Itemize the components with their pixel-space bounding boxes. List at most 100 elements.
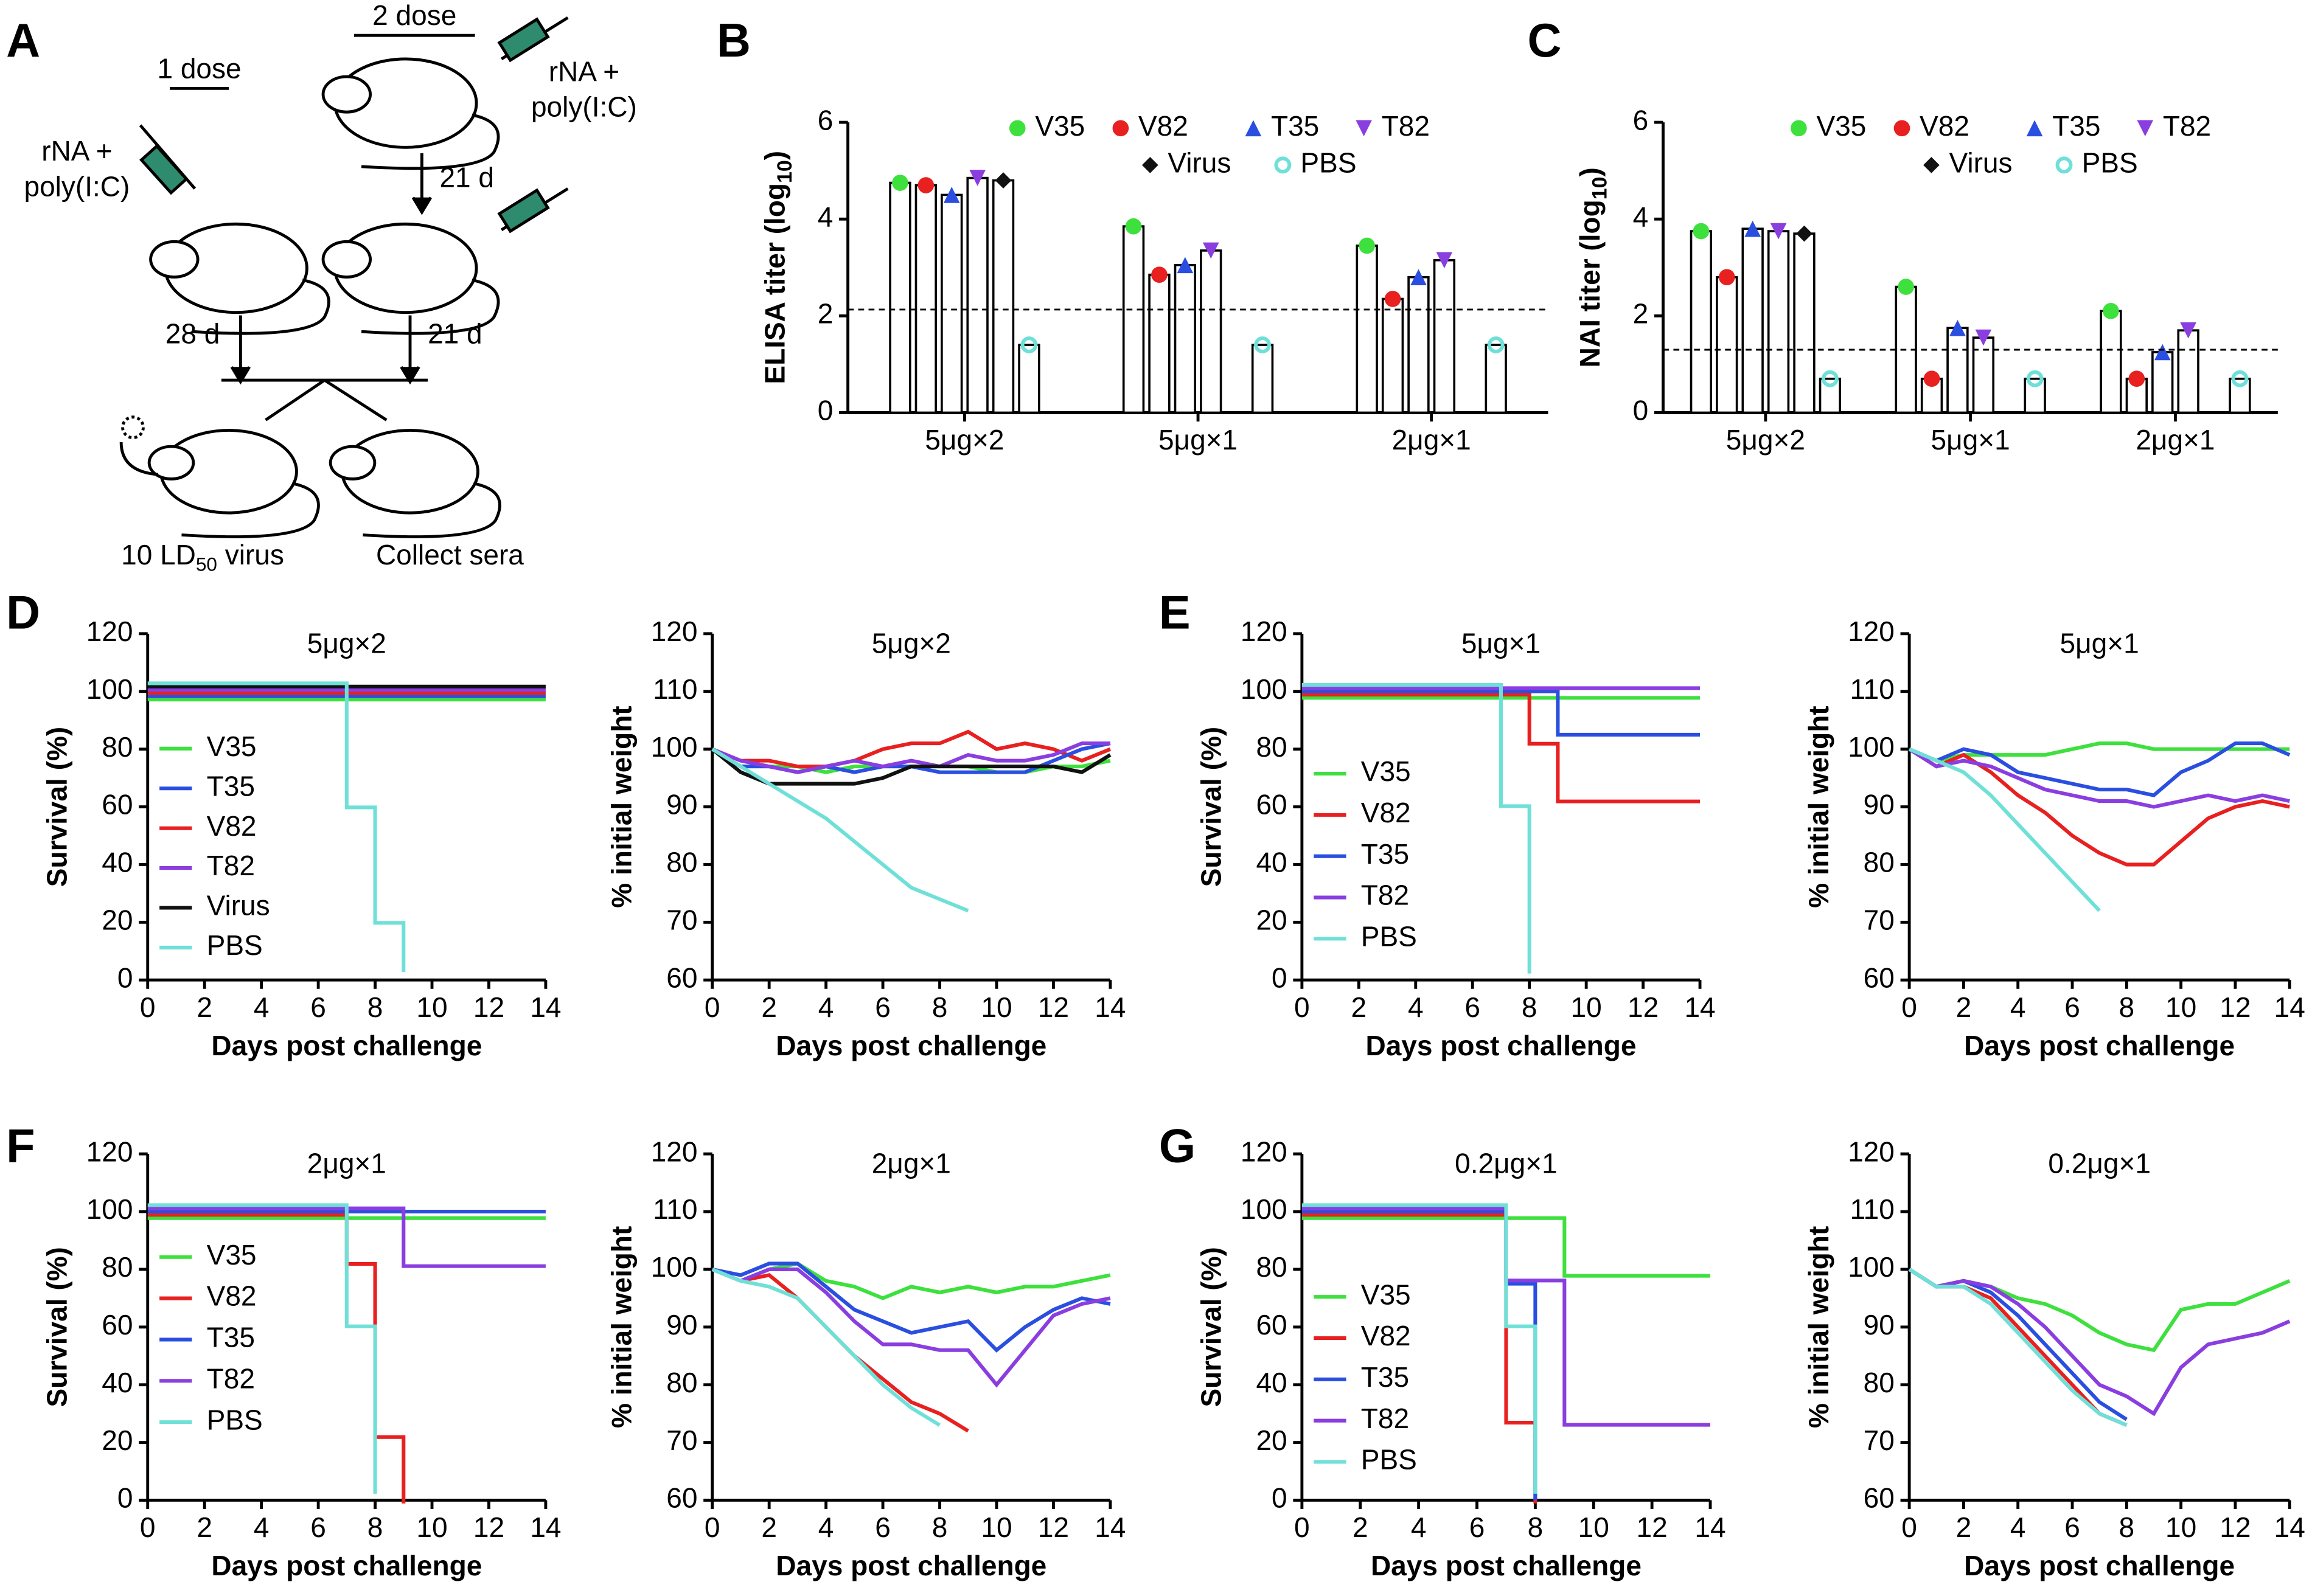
x-tick-label: 12 [1038, 991, 1069, 1023]
x-axis-label: Days post challenge [1365, 1030, 1636, 1061]
legend-label: Virus [1949, 147, 2013, 179]
y-axis-label: % initial weight [605, 706, 637, 907]
legend-label: V82 [1361, 1320, 1411, 1351]
x-tick-label: 2μg×1 [2136, 424, 2215, 456]
y-tick-label: 40 [1256, 847, 1287, 878]
y-tick-label: 100 [1241, 673, 1287, 705]
chart-title: 0.2μg×1 [1455, 1148, 1558, 1179]
chart: 0 2 4 6 NAI titer (log10) 5μg×2 5μg×1 2μg×1 V35 V… [1574, 104, 2278, 456]
panel-label: A [6, 15, 40, 67]
mouse [321, 222, 500, 335]
x-tick-label: 8 [1528, 1511, 1544, 1543]
survival-line [147, 1203, 377, 1494]
weight-line [1908, 747, 2101, 912]
x-tick-label: 14 [1684, 991, 1715, 1023]
text: 10 LD [121, 539, 196, 571]
y-tick-label: 110 [653, 673, 697, 705]
y-tick-label: 20 [102, 1424, 133, 1456]
x-tick-label: 12 [1628, 991, 1659, 1023]
text: ) [759, 151, 790, 160]
x-tick-label: 0 [1294, 1511, 1310, 1543]
x-tick-label: 4 [1411, 1511, 1427, 1543]
x-tick-label: 5μg×2 [1726, 424, 1805, 456]
legend-label: T35 [1361, 838, 1409, 870]
data-point [1177, 257, 1194, 274]
y-tick-label: 2 [818, 297, 834, 329]
survival-line [147, 681, 406, 972]
legend-label: T82 [207, 1362, 255, 1394]
x-tick-label: 14 [2274, 991, 2305, 1023]
x-axis-label: Days post challenge [1371, 1550, 1642, 1581]
data-point [1898, 279, 1914, 295]
x-tick-label: 10 [1578, 1511, 1609, 1543]
x-axis-label: Days post challenge [211, 1550, 482, 1581]
x-tick-label: 4 [254, 1511, 270, 1543]
bar [941, 193, 963, 414]
data-point [1693, 223, 1710, 240]
x-tick-label: 8 [367, 991, 383, 1023]
x-axis-label: Days post challenge [1964, 1030, 2235, 1061]
x-axis-label: Days post challenge [1964, 1550, 2235, 1581]
x-tick-label: 10 [416, 1511, 447, 1543]
y-axis-label: Survival (%) [41, 727, 73, 887]
chart-title: 0.2μg×1 [2048, 1148, 2151, 1179]
x-tick-label: 14 [1694, 1511, 1725, 1543]
legend-label: PBS [1361, 921, 1417, 952]
y-tick-label: 20 [1256, 904, 1287, 935]
data-point [2154, 344, 2171, 361]
subscript: 50 [196, 553, 217, 575]
y-tick-label: 120 [86, 1136, 133, 1167]
y-tick-label: 0 [1633, 395, 1649, 426]
y-tick-label: 80 [1864, 847, 1895, 878]
y-tick-label: 100 [651, 731, 698, 763]
weight-line [711, 1261, 1111, 1300]
legend-label: PBS [2082, 147, 2138, 179]
data-point [1975, 329, 1992, 346]
y-tick-label: 6 [818, 104, 834, 136]
x-tick-label: 14 [2274, 1511, 2305, 1543]
y-tick-label: 60 [102, 789, 133, 821]
y-tick-label: 60 [1256, 1309, 1287, 1341]
x-tick-label: 6 [2064, 991, 2080, 1023]
y-tick-label: 40 [102, 847, 133, 878]
bar [1767, 230, 1790, 414]
y-tick-label: 110 [1850, 1193, 1895, 1225]
challenge-label: 10 LD50 virus [121, 539, 284, 575]
y-tick-label: 60 [1864, 962, 1895, 993]
panel-label: E [1159, 586, 1191, 639]
data-point [1718, 269, 1735, 285]
bar [1251, 344, 1274, 414]
weight-line [711, 1267, 1111, 1388]
text: NAI titer (log [1574, 200, 1606, 367]
x-tick-label: 10 [981, 1511, 1012, 1543]
dose-label: 2 dose [372, 0, 456, 31]
legend-label: V35 [1035, 110, 1085, 142]
x-tick-label: 8 [367, 1511, 383, 1543]
data-point [1821, 370, 1839, 387]
legend-label: V35 [207, 730, 257, 762]
y-tick-label: 100 [1241, 1193, 1287, 1225]
data-point [2103, 303, 2119, 319]
x-tick-label: 8 [2119, 1511, 2135, 1543]
y-axis-label: % initial weight [1803, 1226, 1834, 1428]
x-tick-label: 12 [473, 991, 504, 1023]
bar [2177, 329, 2199, 414]
weight-line [1908, 1268, 2128, 1427]
legend-label: Virus [207, 890, 270, 921]
legend-label: T35 [1271, 110, 1319, 142]
y-tick-label: 110 [1850, 673, 1895, 705]
y-tick-label: 80 [102, 731, 133, 763]
x-tick-label: 2 [1956, 1511, 1972, 1543]
data-point [917, 177, 935, 193]
x-tick-label: 14 [1095, 991, 1126, 1023]
chart-title: 5μg×2 [307, 627, 386, 659]
bar [1356, 245, 1378, 414]
weight-line [711, 1268, 969, 1433]
chart-title: 2μg×1 [307, 1148, 386, 1179]
bar [1122, 225, 1145, 414]
legend-label: PBS [207, 1404, 263, 1435]
y-axis-label: Survival (%) [1196, 727, 1227, 887]
y-tick-label: 100 [1848, 1251, 1895, 1283]
